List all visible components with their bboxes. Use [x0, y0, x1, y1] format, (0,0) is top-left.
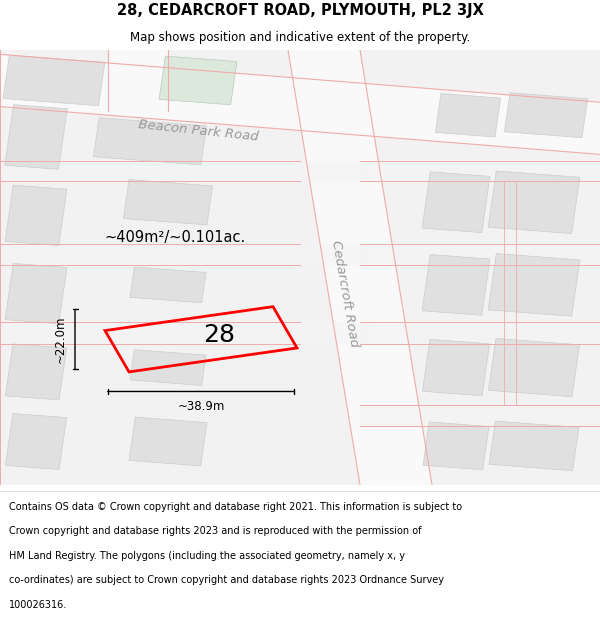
Text: Map shows position and indicative extent of the property.: Map shows position and indicative extent… [130, 31, 470, 44]
Polygon shape [0, 54, 600, 154]
Text: ~22.0m: ~22.0m [53, 316, 67, 363]
Polygon shape [360, 404, 600, 426]
Text: 28, CEDARCROFT ROAD, PLYMOUTH, PL2 3JX: 28, CEDARCROFT ROAD, PLYMOUTH, PL2 3JX [116, 2, 484, 18]
Polygon shape [360, 161, 600, 182]
Polygon shape [422, 172, 490, 232]
Polygon shape [130, 349, 206, 386]
Text: Beacon Park Road: Beacon Park Road [137, 118, 259, 143]
Polygon shape [5, 414, 67, 469]
Polygon shape [489, 421, 579, 471]
Text: Cedarcroft Road: Cedarcroft Road [329, 239, 361, 348]
Polygon shape [129, 417, 207, 466]
Polygon shape [0, 161, 372, 182]
Polygon shape [124, 179, 212, 225]
Polygon shape [436, 94, 500, 137]
Polygon shape [5, 185, 67, 246]
Polygon shape [423, 422, 489, 470]
Polygon shape [5, 344, 67, 400]
Polygon shape [488, 338, 580, 397]
Text: ~38.9m: ~38.9m [178, 400, 224, 413]
Text: HM Land Registry. The polygons (including the associated geometry, namely x, y: HM Land Registry. The polygons (includin… [9, 551, 405, 561]
Polygon shape [94, 118, 206, 165]
Polygon shape [488, 171, 580, 234]
Bar [0, 491, 600, 492]
Polygon shape [0, 322, 372, 344]
Polygon shape [360, 322, 600, 344]
Polygon shape [5, 104, 67, 169]
Polygon shape [288, 50, 432, 485]
Polygon shape [0, 244, 372, 266]
Polygon shape [159, 56, 237, 105]
Polygon shape [3, 55, 105, 106]
Text: Contains OS data © Crown copyright and database right 2021. This information is : Contains OS data © Crown copyright and d… [9, 502, 462, 512]
Polygon shape [5, 263, 67, 324]
Polygon shape [108, 50, 168, 115]
Polygon shape [505, 93, 587, 138]
Polygon shape [422, 254, 490, 315]
Text: 28: 28 [203, 323, 235, 347]
Polygon shape [488, 254, 580, 316]
Text: ~409m²/~0.101ac.: ~409m²/~0.101ac. [105, 229, 246, 244]
Text: 100026316.: 100026316. [9, 600, 67, 610]
Text: Crown copyright and database rights 2023 and is reproduced with the permission o: Crown copyright and database rights 2023… [9, 526, 421, 536]
Polygon shape [422, 339, 490, 396]
Polygon shape [360, 244, 600, 266]
Polygon shape [130, 267, 206, 302]
Text: co-ordinates) are subject to Crown copyright and database rights 2023 Ordnance S: co-ordinates) are subject to Crown copyr… [9, 575, 444, 585]
